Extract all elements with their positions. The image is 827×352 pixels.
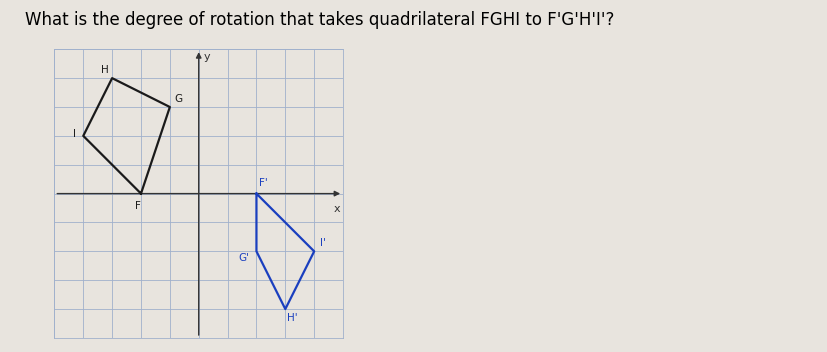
Text: H': H' (286, 313, 297, 323)
Text: I: I (73, 130, 76, 139)
Text: x: x (333, 204, 340, 214)
Text: F': F' (259, 178, 268, 188)
Text: G: G (174, 94, 182, 104)
Text: G': G' (238, 253, 249, 263)
Text: What is the degree of rotation that takes quadrilateral FGHI to F'G'H'I'?: What is the degree of rotation that take… (25, 11, 614, 29)
Text: F: F (135, 201, 141, 211)
Text: H: H (102, 65, 109, 75)
Text: y: y (203, 52, 210, 62)
Text: I': I' (319, 238, 326, 249)
